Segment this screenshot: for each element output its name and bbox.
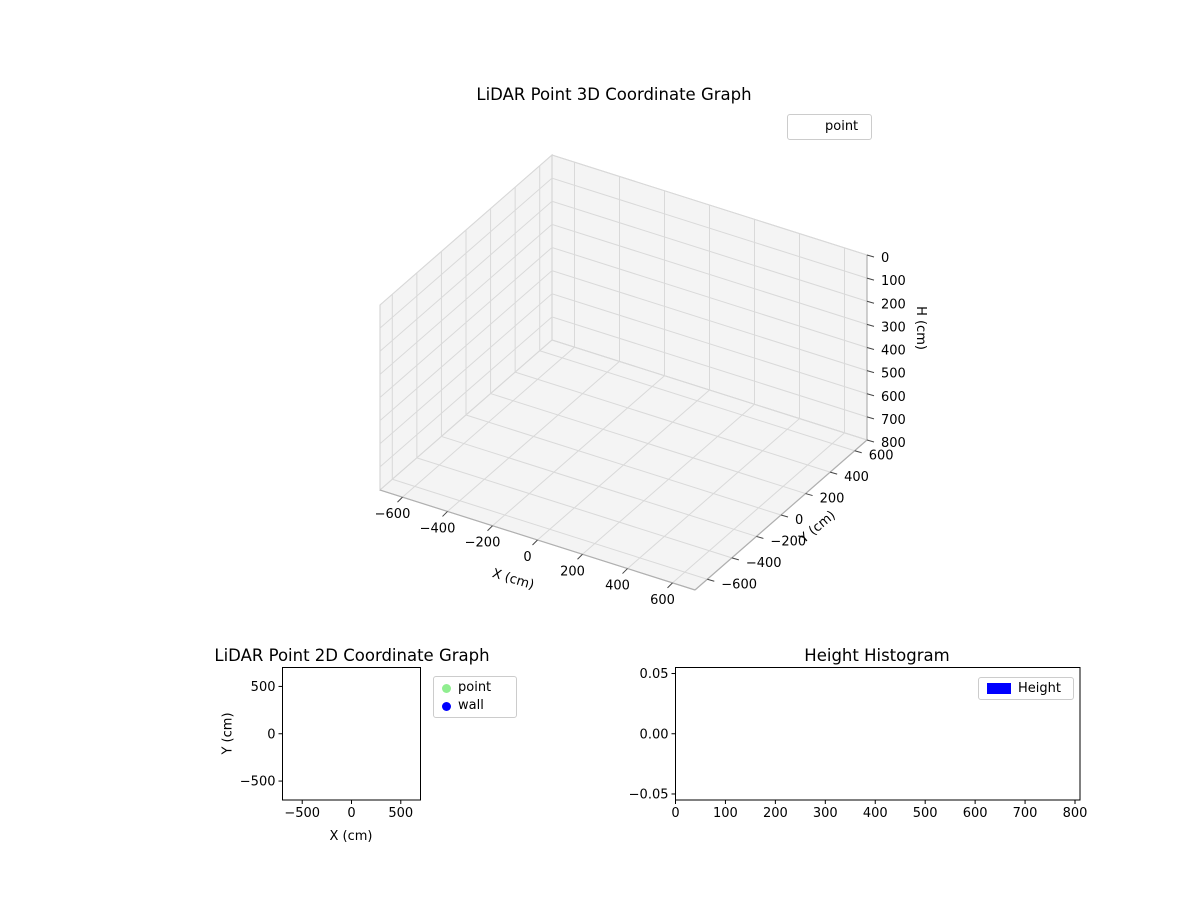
y-tick-3d [756, 535, 764, 539]
x-tick-label: 500 [913, 806, 938, 821]
x-tick-label-3d: −600 [375, 507, 411, 522]
y-tick-label-3d: −600 [721, 577, 757, 592]
y-tick-label-3d: −400 [746, 556, 782, 571]
z-tick-3d [866, 347, 875, 350]
point-marker-icon [442, 683, 451, 693]
legend-label: point [825, 119, 859, 134]
x-tick-label: 800 [1063, 806, 1088, 821]
plot3d-zlabel: H (cm) [913, 306, 928, 350]
y-tick-3d [707, 578, 715, 582]
z-tick-3d [866, 277, 875, 281]
x-tick-label-3d: −200 [465, 536, 501, 551]
z-tick-label-3d: 700 [881, 413, 906, 428]
plot3d-legend: point [787, 114, 872, 140]
x-tick-3d [487, 525, 493, 532]
gridline-z [379, 177, 868, 329]
gridline-z [379, 339, 868, 491]
legend-item-point: point [442, 679, 508, 697]
y-tick-label: −0.05 [629, 787, 669, 802]
gridline-z [379, 154, 868, 306]
x-tick-3d [667, 582, 673, 589]
y-tick-label: 0 [267, 727, 275, 742]
y-tick-3d [731, 557, 739, 561]
x-tick-label-3d: 0 [523, 550, 531, 565]
z-tick-3d [866, 393, 875, 397]
wall-marker-icon [442, 701, 451, 711]
plot3d-title: LiDAR Point 3D Coordinate Graph [476, 85, 752, 104]
legend-item-height: Height [987, 680, 1065, 698]
plot2d-title: LiDAR Point 2D Coordinate Graph [214, 646, 490, 665]
x-tick-label: 700 [1013, 806, 1038, 821]
gridline-z [379, 223, 868, 375]
x-tick-3d [532, 539, 538, 546]
plot2d-legend: point wall [433, 676, 517, 718]
legend-label: point [458, 680, 492, 695]
legend-label: Height [1018, 680, 1061, 696]
z-tick-3d [866, 323, 875, 327]
x-tick-3d [442, 511, 448, 517]
x-tick-label: 400 [863, 806, 888, 821]
x-tick-label: −500 [284, 806, 320, 821]
x-tick-label-3d: 600 [650, 593, 675, 608]
legend-item-wall: wall [442, 697, 508, 715]
x-tick-3d [397, 496, 403, 503]
y-tick-label: 0.05 [640, 667, 669, 682]
y-tick-label-3d: −200 [770, 534, 806, 549]
gridline-z [379, 316, 868, 468]
z-tick-label-3d: 500 [881, 367, 906, 382]
plot2d-xlabel: X (cm) [329, 829, 373, 844]
x-tick-label: 100 [713, 806, 738, 821]
gridline-z [379, 270, 868, 422]
x-tick-3d [577, 553, 583, 560]
x-tick-label: 600 [963, 806, 988, 821]
y-tick-label-3d: 400 [844, 470, 869, 485]
y-tick-3d [780, 514, 789, 518]
hist-legend: Height [978, 677, 1074, 700]
gridline-z [379, 200, 868, 352]
height-bar-swatch-icon [987, 683, 1011, 694]
y-tick-label-3d: 200 [820, 492, 845, 507]
y-tick-label: 500 [251, 680, 276, 695]
z-tick-label-3d: 800 [881, 436, 906, 451]
gridline-z [379, 293, 868, 445]
y-tick-label: 0.00 [640, 727, 669, 742]
x-tick-label: 300 [813, 806, 838, 821]
x-tick-label: 0 [347, 806, 355, 821]
plot2d-ylabel: Y (cm) [220, 712, 236, 755]
x-tick-label: 0 [671, 806, 679, 821]
y-tick-3d [830, 471, 838, 475]
x-tick-label-3d: 200 [560, 564, 585, 579]
x-tick-3d [622, 568, 628, 574]
y-tick-3d [805, 493, 813, 497]
y-tick-label: −500 [240, 775, 276, 790]
z-tick-3d [866, 300, 875, 304]
lidar-2d-frame [282, 667, 421, 801]
y-tick-label-3d: 600 [869, 449, 894, 464]
gridline-z [379, 246, 868, 398]
x-tick-label: 200 [763, 806, 788, 821]
x-tick-label-3d: −400 [420, 521, 456, 536]
legend-label: wall [458, 698, 484, 713]
x-tick-label-3d: 400 [605, 579, 630, 594]
hist-title: Height Histogram [804, 646, 950, 665]
z-tick-3d [866, 254, 875, 258]
z-tick-3d [866, 439, 875, 443]
y-tick-label-3d: 0 [795, 513, 803, 528]
z-tick-label-3d: 100 [881, 274, 906, 289]
x-tick-label: 500 [388, 806, 413, 821]
z-tick-label-3d: 600 [881, 390, 906, 405]
empty-marker-icon [796, 122, 818, 132]
z-tick-label-3d: 400 [881, 344, 906, 359]
z-tick-label-3d: 300 [881, 320, 906, 335]
z-tick-label-3d: 0 [881, 251, 889, 266]
z-tick-3d [866, 416, 875, 420]
z-tick-label-3d: 200 [881, 297, 906, 312]
legend-item-point-3d: point [796, 118, 863, 136]
z-tick-3d [866, 370, 875, 374]
plot3d-xlabel: X (cm) [490, 566, 536, 593]
y-tick-3d [854, 450, 862, 454]
